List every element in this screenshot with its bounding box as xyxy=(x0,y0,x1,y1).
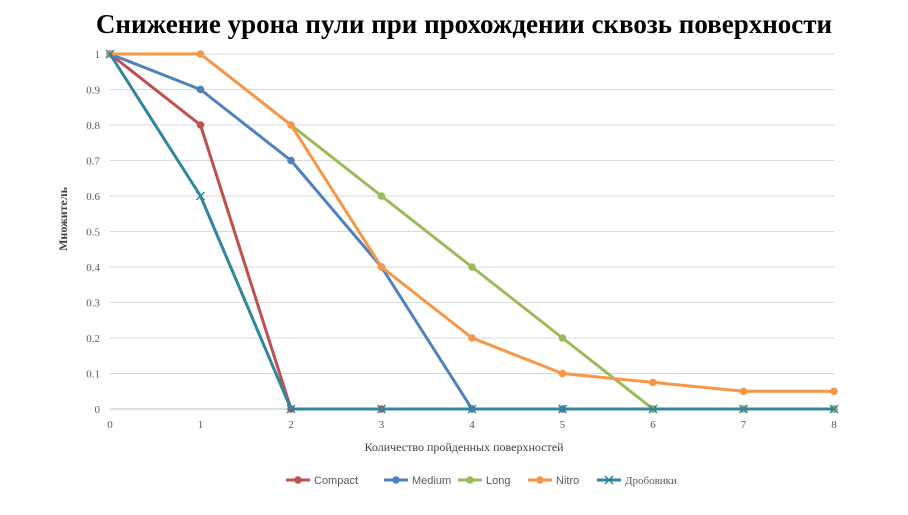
legend-label: Long xyxy=(486,475,510,487)
y-tick-label: 0.2 xyxy=(86,333,100,345)
x-axis-title: Количество пройденных поверхностей xyxy=(364,440,564,454)
legend-item: Medium xyxy=(384,475,451,487)
x-tick-label: 6 xyxy=(650,419,656,431)
data-point xyxy=(738,404,749,414)
legend-swatch-marker xyxy=(536,476,544,484)
y-tick-label: 1 xyxy=(95,49,101,61)
y-axis-tick-labels: 0 0.1 0.2 0.3 0.4 0.5 0.6 0.7 0.8 0.9 1 xyxy=(86,49,100,416)
x-tick-label: 2 xyxy=(288,419,294,431)
legend-swatch-marker xyxy=(466,476,474,484)
x-tick-label: 8 xyxy=(831,419,837,431)
legend-item: Nitro xyxy=(528,475,579,487)
data-point xyxy=(287,121,295,129)
data-point xyxy=(830,387,838,396)
series-layer xyxy=(105,49,839,414)
data-point xyxy=(196,85,205,94)
data-point xyxy=(648,404,658,414)
data-point xyxy=(105,49,115,59)
y-tick-label: 0.1 xyxy=(86,369,100,381)
legend-swatch-marker xyxy=(392,476,400,484)
data-point xyxy=(739,387,748,396)
legend-label: Compact xyxy=(314,475,358,487)
y-tick-label: 0.5 xyxy=(86,227,100,239)
legend-item: Long xyxy=(458,475,510,487)
x-tick-label: 7 xyxy=(741,419,747,431)
legend-item: Compact xyxy=(286,475,358,487)
y-tick-label: 0.3 xyxy=(86,298,100,310)
legend-label: Medium xyxy=(412,475,451,487)
x-axis-tick-labels: 0 1 2 3 4 5 6 7 8 xyxy=(107,419,837,431)
chart-title: Снижение урона пули при прохождении скво… xyxy=(96,9,832,39)
data-point xyxy=(377,192,386,200)
y-tick-label: 0.4 xyxy=(86,262,100,274)
x-tick-label: 4 xyxy=(469,419,475,431)
data-point xyxy=(196,121,205,129)
legend: Compact Medium Long Nitro Дробовики xyxy=(286,475,677,487)
data-point xyxy=(377,263,386,271)
grid-layer xyxy=(110,53,834,410)
y-tick-label: 0.6 xyxy=(86,191,100,203)
data-point xyxy=(287,156,295,165)
x-tick-label: 0 xyxy=(107,419,113,431)
y-tick-label: 0.7 xyxy=(86,156,100,168)
data-point xyxy=(468,334,476,342)
data-point xyxy=(557,404,568,414)
y-tick-label: 0 xyxy=(95,404,101,416)
data-point xyxy=(558,369,567,378)
data-point xyxy=(468,263,476,271)
data-point xyxy=(649,378,657,387)
legend-item: Дробовики xyxy=(597,475,677,487)
data-point xyxy=(376,404,387,414)
legend-label: Дробовики xyxy=(625,475,677,487)
y-axis-title: Множитель xyxy=(56,186,70,251)
data-point xyxy=(829,404,839,414)
legend-swatch-marker xyxy=(294,476,302,484)
x-tick-label: 5 xyxy=(560,419,566,431)
series-4 xyxy=(105,49,839,414)
data-point xyxy=(558,334,567,342)
y-tick-label: 0.8 xyxy=(86,120,100,132)
legend-label: Nitro xyxy=(556,475,579,487)
legend-swatch-marker xyxy=(604,475,614,485)
data-point xyxy=(195,191,206,201)
y-tick-label: 0.9 xyxy=(86,85,100,97)
x-tick-label: 1 xyxy=(198,419,204,431)
data-point xyxy=(196,50,205,58)
data-point xyxy=(467,404,477,414)
x-tick-label: 3 xyxy=(379,419,385,431)
data-point xyxy=(286,404,296,414)
